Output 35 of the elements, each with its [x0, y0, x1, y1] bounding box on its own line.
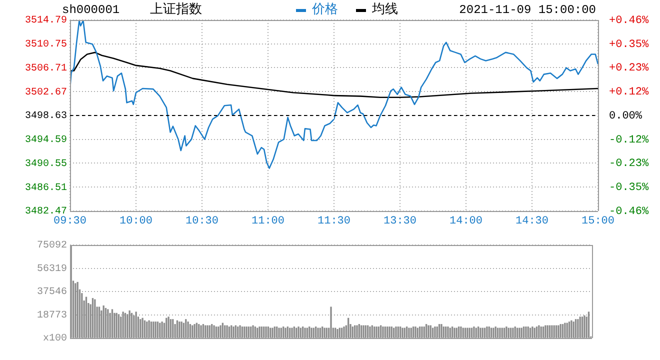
text: +0.46%	[609, 14, 649, 27]
text: sh000001	[62, 2, 120, 17]
text: +0.12%	[609, 86, 649, 99]
text: +0.35%	[609, 38, 649, 51]
y-tick-label: 75092	[36, 240, 67, 252]
y-tick-label: 3486.51	[24, 182, 67, 194]
y-tick-label: 3510.75	[24, 40, 67, 51]
x-tick-label: 10:30	[185, 216, 219, 228]
y-tick-label: 18773	[36, 310, 67, 322]
x-tick-label: 10:00	[119, 216, 153, 228]
y-tick-label: 3494.59	[24, 135, 67, 146]
x-tick-label: 11:00	[251, 216, 285, 228]
y-tick-label: 3498.63	[24, 111, 67, 122]
x-tick-label: 14:30	[515, 216, 549, 228]
y-tick-label: 37546	[36, 287, 67, 298]
text: -0.35%	[609, 182, 649, 194]
x-tick-label: 15:00	[581, 216, 615, 228]
chart-title: 上证指数	[150, 2, 202, 18]
x-tick-label: 09:30	[53, 216, 87, 228]
text: 0.00%	[609, 110, 642, 122]
y-tick-label: 3506.71	[24, 63, 67, 74]
text: -0.12%	[609, 134, 649, 146]
x-tick-label: 13:30	[383, 216, 417, 228]
text: +0.23%	[609, 62, 649, 75]
legend-label: 均线	[371, 2, 398, 18]
x-tick-label: 11:30	[317, 216, 351, 228]
text: -0.23%	[609, 158, 649, 170]
y-tick-label: x100	[42, 334, 67, 345]
y-tick-label: 3502.67	[24, 87, 67, 98]
text: 2021-11-09 15:00:00	[459, 2, 596, 18]
legend-label: 价格	[311, 2, 338, 18]
y-tick-label: 56319	[36, 264, 67, 275]
y-tick-label: 3514.79	[24, 16, 67, 27]
x-tick-label: 14:00	[449, 216, 483, 228]
y-tick-label: 3490.55	[24, 158, 67, 170]
